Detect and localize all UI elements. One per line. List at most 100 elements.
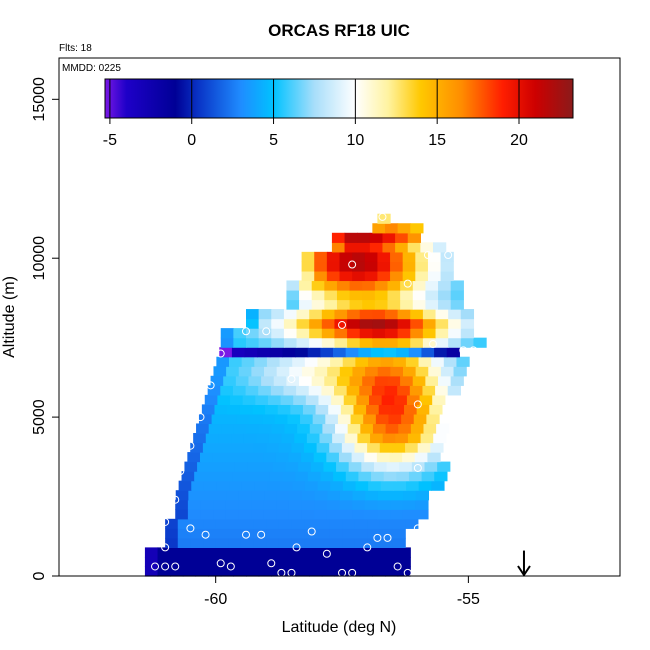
heatmap-cell [216, 356, 230, 367]
heatmap-cell [258, 566, 272, 577]
heatmap-cell [392, 442, 406, 453]
heatmap-cell [406, 480, 420, 491]
heatmap-cell [187, 452, 201, 463]
heatmap-cell [175, 509, 189, 520]
heatmap-cell [345, 471, 360, 482]
heatmap-cell [364, 499, 379, 510]
heatmap-cell [182, 566, 197, 577]
y-axis: 0 5000 10000 15000 [31, 77, 59, 580]
observation-point [413, 463, 422, 472]
observation-point [348, 260, 357, 269]
heatmap-cell [215, 528, 229, 539]
heatmap-cell [271, 423, 286, 434]
heatmap-cell [340, 404, 355, 415]
observation-point [257, 530, 266, 539]
heatmap-cell [415, 490, 430, 501]
heatmap-cell [352, 366, 366, 377]
heatmap-cell [411, 461, 426, 472]
heatmap-cell [368, 480, 382, 491]
heatmap-cell [402, 261, 416, 272]
observation-point [393, 562, 402, 571]
heatmap-cell [384, 337, 399, 348]
colorbar-gradient [105, 79, 573, 118]
heatmap-cell [309, 328, 323, 339]
heatmap-cell [314, 490, 328, 501]
heatmap-cell [229, 480, 243, 491]
heatmap-cell [243, 432, 257, 444]
heatmap-cell [341, 442, 356, 453]
heatmap-cell [271, 328, 285, 339]
heatmap-cell [237, 452, 252, 463]
heatmap-cell [410, 309, 424, 320]
heatmap-cell [209, 461, 223, 472]
heatmap-cell [408, 347, 423, 358]
heatmap-cell [289, 490, 303, 501]
observation-point [287, 374, 296, 383]
heatmap-cell [415, 366, 429, 377]
heatmap-cell [371, 385, 386, 396]
heatmap-cell [309, 556, 323, 568]
heatmap-cell [287, 413, 301, 425]
heatmap-cell [182, 547, 197, 558]
heatmap-cell [371, 471, 385, 482]
heatmap-cell [280, 394, 294, 405]
heatmap-cell [314, 270, 328, 282]
heatmap-cell [258, 556, 272, 568]
heatmap-cell [347, 423, 361, 434]
heatmap-cell [283, 328, 298, 339]
heatmap-cell [448, 309, 462, 320]
heatmap-cell [286, 289, 300, 301]
heatmap-cell [238, 499, 252, 510]
heatmap-cell [330, 480, 344, 491]
heatmap-cell [191, 480, 205, 491]
heatmap-cell [249, 413, 263, 425]
heatmap-cell [278, 518, 293, 529]
heatmap-cell [170, 547, 184, 558]
heatmap-cell [195, 566, 209, 577]
heatmap-cell [427, 251, 442, 262]
heatmap-cell [207, 385, 221, 396]
heatmap-cell [233, 547, 247, 558]
heatmap-cell [253, 537, 267, 548]
heatmap-cell [397, 318, 411, 329]
heatmap-cell [265, 404, 279, 415]
heatmap-cell [419, 394, 433, 405]
heatmap-cell [410, 337, 424, 348]
heatmap-cell [334, 309, 348, 320]
heatmap-cell [436, 423, 450, 434]
heatmap-cell [372, 556, 386, 568]
heatmap-cell [347, 337, 361, 348]
heatmap-cell [181, 471, 195, 482]
heatmap-cell [204, 394, 218, 405]
heatmap-cell [205, 432, 220, 444]
heatmap-cell [415, 251, 429, 262]
heatmap-cell [309, 547, 323, 558]
heatmap-cell [354, 518, 368, 529]
heatmap-cell [434, 471, 448, 482]
heatmap-cell [413, 413, 427, 425]
heatmap-cell [309, 309, 323, 320]
heatmap-cell [317, 356, 331, 367]
observation-points [151, 212, 478, 577]
heatmap-cell [317, 480, 331, 491]
observation-point [373, 533, 382, 542]
heatmap-cell [334, 318, 348, 329]
heatmap-cell [324, 299, 338, 310]
observation-point [151, 562, 160, 571]
x-tick-label: -60 [204, 591, 227, 608]
heatmap-cell [262, 413, 276, 425]
heatmap-cell [307, 471, 322, 482]
heatmap-cell [296, 556, 310, 568]
x-tick-label: -55 [457, 591, 480, 608]
heatmap-cell [283, 547, 298, 558]
heatmap-cell [187, 499, 202, 510]
heatmap-cell [296, 547, 310, 558]
heatmap-cell [326, 270, 341, 282]
heatmap-cell [420, 242, 434, 253]
heatmap-cell [384, 223, 399, 234]
heatmap-cell [260, 461, 274, 472]
heatmap-cell [310, 461, 325, 472]
heatmap-cell [225, 452, 239, 463]
heatmap-cell [296, 328, 310, 339]
heatmap-cell [334, 385, 348, 396]
